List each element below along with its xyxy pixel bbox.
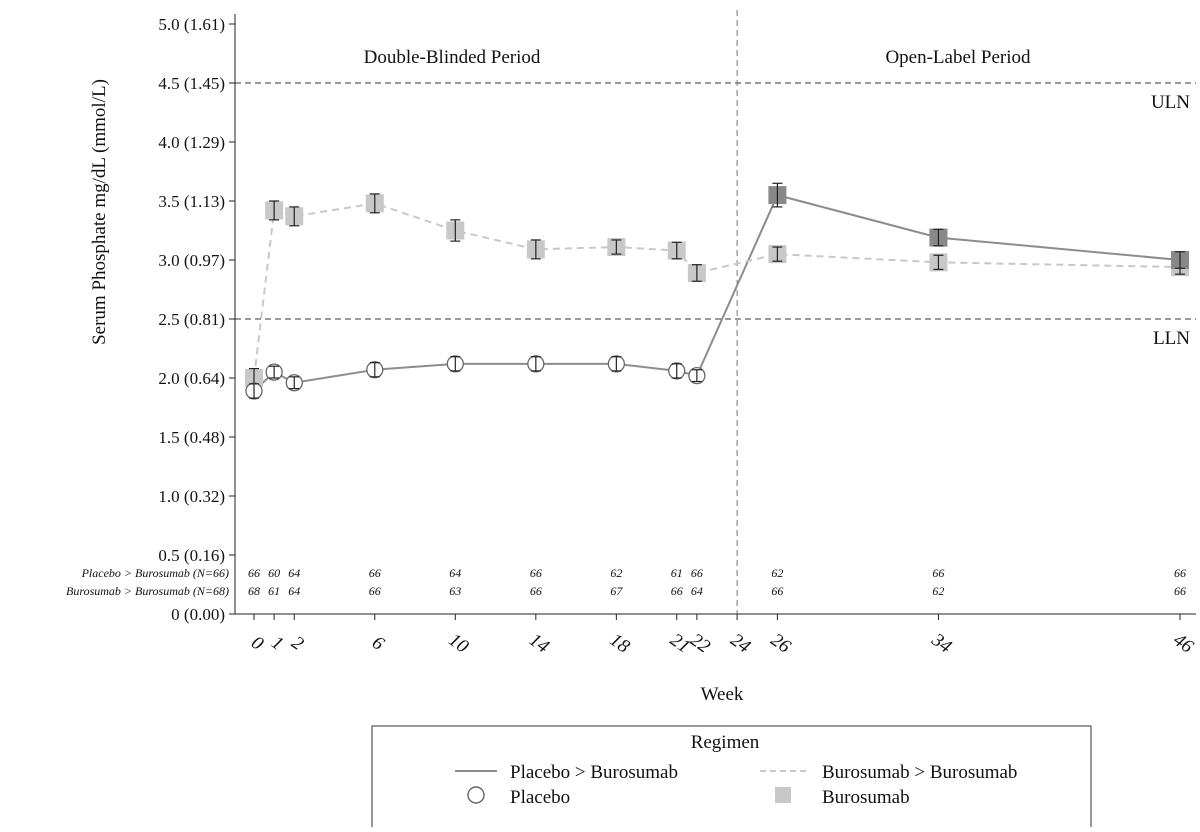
data-point: [285, 206, 304, 227]
legend-entry-placebo: Placebo: [510, 787, 570, 808]
at-risk-count: 66: [530, 566, 542, 580]
legend-open-circle-icon: [467, 786, 485, 804]
at-risk-count: 62: [771, 566, 783, 580]
data-point: [1171, 251, 1189, 269]
period-label-double-blinded: Double-Blinded Period: [364, 47, 541, 68]
at-risk-count: 64: [288, 566, 300, 580]
data-point: [446, 219, 465, 242]
legend: Regimen Placebo > Burosumab Burosumab > …: [371, 725, 1092, 832]
at-risk-count: 66: [671, 584, 683, 598]
at-risk-count: 60: [268, 566, 280, 580]
x-tick-label: 18: [606, 629, 634, 657]
legend-entry-burosumab-burosumab: Burosumab > Burosumab: [822, 762, 1017, 783]
data-point: [526, 239, 545, 260]
at-risk-count: 66: [932, 566, 944, 580]
x-tick-label: 0: [247, 632, 267, 655]
legend-entry-placebo-burosumab: Placebo > Burosumab: [510, 762, 678, 783]
data-point: [265, 363, 283, 381]
legend-square-icon: [775, 787, 791, 803]
y-tick-label: 0.5 (0.16): [158, 546, 225, 565]
data-point: [667, 241, 686, 260]
at-risk-count: 61: [268, 584, 280, 598]
data-point: [929, 228, 948, 247]
at-risk-count: 68: [248, 584, 260, 598]
y-tick-label: 3.0 (0.97): [158, 251, 225, 270]
x-tick-label: 1: [267, 632, 287, 655]
at-risk-row-label: Burosumab > Burosumab (N=68): [66, 584, 229, 598]
y-tick-label: 2.5 (0.81): [158, 310, 225, 329]
x-tick-label: 14: [525, 629, 553, 657]
at-risk-count: 67: [610, 584, 623, 598]
series-line-burosumab-burosumab: [253, 202, 1181, 379]
data-point: [768, 245, 787, 264]
at-risk-count: 66: [248, 566, 260, 580]
reference-lines: ULN LLN: [235, 10, 1196, 614]
at-risk-count: 66: [530, 584, 542, 598]
x-tick-label: 6: [368, 632, 388, 655]
x-tick-label: 22: [686, 629, 714, 657]
at-risk-count: 66: [691, 566, 703, 580]
legend-entry-burosumab: Burosumab: [822, 787, 910, 808]
series-layer: [245, 182, 1189, 400]
data-point: [687, 263, 706, 282]
data-point: [527, 355, 545, 373]
x-tick-label: 2: [288, 632, 308, 655]
data-point: [285, 374, 303, 392]
y-tick-label: 1.0 (0.32): [158, 487, 225, 506]
x-tick-label: 46: [1169, 629, 1197, 657]
legend-title: Regimen: [691, 732, 760, 753]
data-point: [768, 182, 787, 208]
at-risk-count: 62: [932, 584, 944, 598]
reference-label-uln: ULN: [1151, 92, 1190, 113]
at-risk-count: 61: [671, 566, 683, 580]
y-tick-label: 4.0 (1.29): [158, 133, 225, 152]
y-tick-label: 0 (0.00): [171, 605, 225, 624]
y-tick-label: 1.5 (0.48): [158, 428, 225, 447]
y-tick-label: 3.5 (1.13): [158, 192, 225, 211]
x-tick-label: 24: [726, 629, 754, 657]
y-tick-label: 5.0 (1.61): [158, 15, 225, 34]
data-point: [366, 361, 384, 379]
data-point: [607, 355, 625, 373]
x-tick-label: 10: [445, 629, 473, 657]
x-tick-label: 26: [767, 629, 795, 657]
at-risk-row-label: Placebo > Burosumab (N=66): [81, 566, 229, 580]
data-point: [607, 238, 626, 257]
x-tick-label: 34: [927, 629, 956, 658]
at-risk-count: 62: [610, 566, 622, 580]
at-risk-count: 64: [691, 584, 703, 598]
at-risk-count: 66: [1174, 566, 1186, 580]
data-point: [929, 253, 948, 272]
at-risk-count: 66: [369, 584, 381, 598]
series-line-placebo-burosumab: [253, 193, 1181, 392]
legend-box: [371, 725, 1092, 832]
period-label-open-label: Open-Label Period: [885, 47, 1031, 68]
reference-label-lln: LLN: [1153, 328, 1190, 349]
at-risk-count: 66: [771, 584, 783, 598]
data-point: [265, 200, 284, 221]
at-risk-count: 64: [288, 584, 300, 598]
at-risk-table: Placebo > Burosumab (N=66) 66 60 64 66 64 66 62…: [66, 566, 1186, 598]
at-risk-count: 64: [449, 566, 461, 580]
x-axis-label: Week: [701, 684, 744, 705]
axes: 0 (0.00) 0.5 (0.16) 1.0 (0.32) 1.5 (0.48) 2.…: [158, 14, 1197, 658]
chart-labels: Double-Blinded Period Open-Label Period …: [89, 47, 1031, 705]
data-point: [245, 382, 263, 400]
data-point: [365, 193, 384, 214]
y-axis-label: Serum Phosphate mg/dL (mmol/L): [89, 79, 110, 345]
at-risk-count: 63: [449, 584, 461, 598]
at-risk-count: 66: [369, 566, 381, 580]
data-point: [688, 366, 706, 385]
data-point: [668, 362, 686, 380]
data-point: [446, 355, 464, 373]
y-tick-label: 2.0 (0.64): [158, 369, 225, 388]
at-risk-count: 66: [1174, 584, 1186, 598]
y-tick-label: 4.5 (1.45): [158, 74, 225, 93]
